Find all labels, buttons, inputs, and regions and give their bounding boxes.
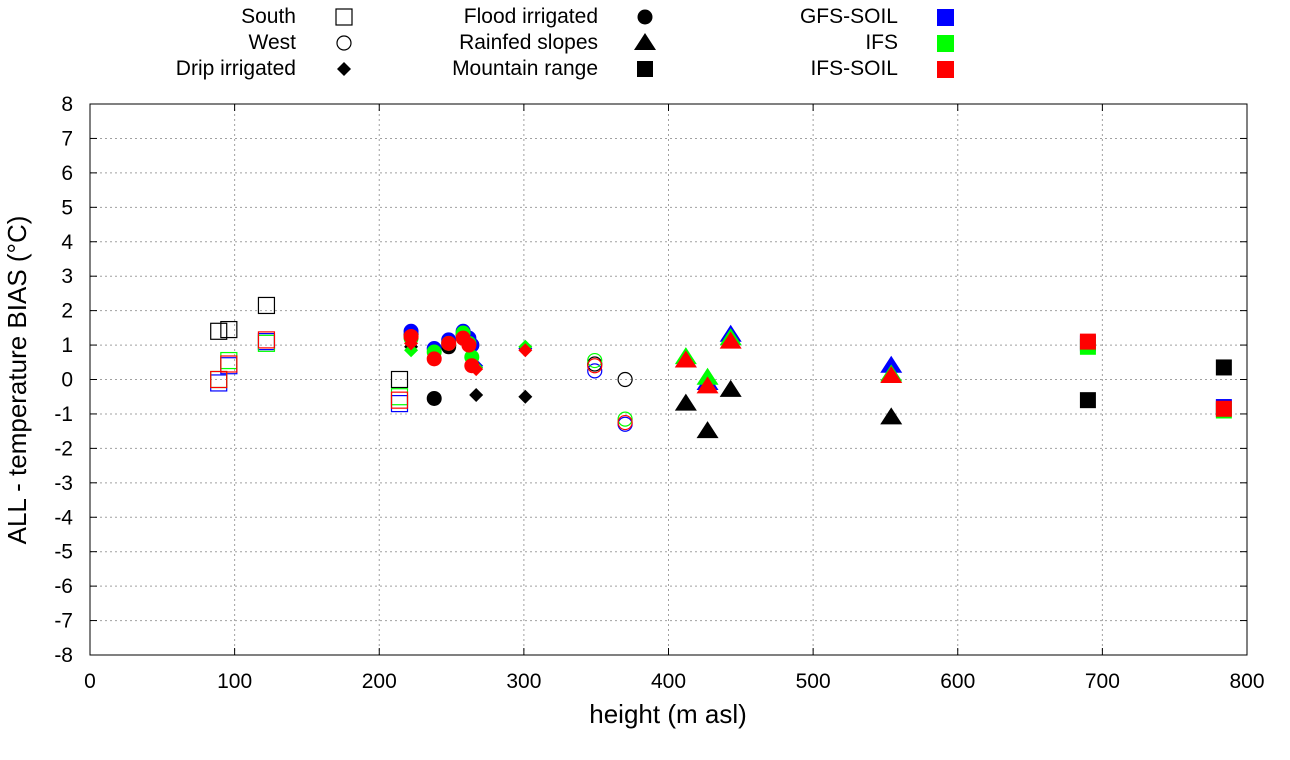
data-point-reference-drip-irrigated [469, 387, 484, 402]
legend-symbol [336, 35, 352, 51]
legend-label: Flood irrigated [464, 5, 598, 28]
x-tick-label: 400 [651, 670, 686, 693]
legend: South West Drip irrigated Flood irrigated Ra… [176, 5, 954, 80]
y-tick-label: 5 [61, 196, 73, 219]
data-point-reference-mountain-range [1215, 359, 1232, 376]
data-point-gfs-soil-south [257, 333, 276, 351]
legend-symbol [637, 61, 653, 77]
legend-label: West [249, 31, 297, 54]
data-point-ifs-soil-flood-irrigated [441, 335, 457, 351]
y-tick-label: -8 [54, 644, 73, 667]
data-point-ifs-rainfed-slopes [696, 367, 719, 385]
y-tick-label: -2 [54, 437, 73, 460]
data-point-ifs-soil-south [210, 370, 228, 389]
data-point-ifs-soil-west [587, 358, 603, 374]
data-point-ifs-south [390, 388, 409, 406]
legend-label: Mountain range [452, 57, 598, 80]
legend-label: South [241, 5, 296, 28]
y-tick-label: -1 [54, 403, 73, 426]
legend-symbol [637, 9, 653, 25]
y-tick-label: 0 [61, 369, 73, 392]
data-point-gfs-soil-rainfed-slopes [880, 355, 903, 373]
data-point-ifs-soil-west [617, 414, 633, 431]
data-points [210, 296, 1232, 439]
data-point-reference-south [220, 320, 238, 339]
legend-swatch [937, 61, 954, 78]
data-point-reference-drip-irrigated [518, 389, 533, 404]
data-point-reference-mountain-range [1079, 392, 1096, 409]
legend-swatch [937, 35, 954, 52]
legend-label: IFS [865, 31, 898, 54]
data-point-ifs-west [587, 352, 603, 369]
y-tick-label: -7 [54, 610, 73, 633]
legend-symbol [335, 8, 353, 26]
data-point-ifs-soil-flood-irrigated [461, 337, 477, 353]
axis-ticks: 0 100 200 300 400 500 600 700 800 -8 -7 -6 -5 -4 -3 -2 -… [54, 93, 1264, 693]
y-tick-label: 1 [61, 334, 73, 357]
y-tick-label: 8 [61, 93, 73, 116]
y-tick-label: -6 [54, 575, 73, 598]
data-point-ifs-soil-south [390, 391, 409, 409]
data-point-ifs-soil-rainfed-slopes [674, 350, 697, 368]
data-point-ifs-soil-mountain-range [1079, 333, 1096, 350]
data-point-ifs-soil-rainfed-slopes [880, 366, 903, 384]
y-axis-label: ALL - temperature BIAS (°C) [2, 216, 32, 545]
data-point-reference-rainfed-slopes [696, 421, 719, 439]
legend-label: IFS-SOIL [810, 57, 898, 80]
y-tick-label: 7 [61, 127, 73, 150]
x-tick-label: 600 [940, 670, 975, 693]
data-point-ifs-soil-drip-irrigated [518, 343, 533, 358]
x-tick-label: 0 [84, 670, 96, 693]
data-point-ifs-west [617, 411, 633, 427]
data-point-reference-west [617, 371, 633, 388]
data-point-ifs-soil-flood-irrigated [403, 328, 419, 344]
x-tick-label: 700 [1085, 670, 1120, 693]
data-point-ifs-south [257, 334, 276, 352]
x-tick-label: 800 [1229, 670, 1264, 693]
data-point-ifs-soil-rainfed-slopes [696, 376, 719, 394]
x-tick-label: 100 [217, 670, 252, 693]
data-point-reference-rainfed-slopes [880, 407, 903, 425]
y-tick-label: -3 [54, 472, 73, 495]
y-tick-label: 6 [61, 162, 73, 185]
x-tick-label: 500 [796, 670, 831, 693]
grid-lines [90, 104, 1247, 655]
legend-symbol [634, 33, 656, 50]
data-point-reference-rainfed-slopes [719, 379, 742, 397]
y-tick-label: -4 [54, 506, 73, 529]
y-tick-label: 2 [61, 300, 73, 323]
data-point-reference-south [390, 370, 409, 389]
data-point-ifs-soil-mountain-range [1215, 400, 1232, 417]
x-tick-label: 200 [362, 670, 397, 693]
data-point-reference-flood-irrigated [426, 390, 442, 406]
y-tick-label: 3 [61, 265, 73, 288]
data-point-ifs-soil-flood-irrigated [464, 358, 480, 374]
legend-label: Drip irrigated [176, 57, 296, 80]
legend-label: Rainfed slopes [459, 31, 598, 54]
data-point-gfs-soil-south [390, 395, 409, 413]
data-point-ifs-soil-south [257, 331, 276, 349]
data-point-gfs-soil-south [210, 374, 228, 392]
y-tick-label: 4 [61, 231, 73, 254]
data-point-ifs-soil-south [220, 355, 238, 373]
data-point-reference-south [210, 322, 228, 340]
x-axis-label: height (m asl) [589, 699, 747, 729]
data-point-gfs-soil-west [587, 363, 603, 379]
y-tick-label: -5 [54, 541, 73, 564]
data-point-ifs-soil-rainfed-slopes [719, 331, 742, 349]
data-point-reference-rainfed-slopes [674, 393, 697, 411]
legend-label: GFS-SOIL [800, 5, 898, 28]
data-point-reference-south [257, 296, 276, 315]
legend-swatch [937, 9, 954, 26]
data-point-ifs-soil-flood-irrigated [426, 351, 442, 367]
x-tick-label: 300 [506, 670, 541, 693]
legend-symbol [337, 62, 351, 76]
